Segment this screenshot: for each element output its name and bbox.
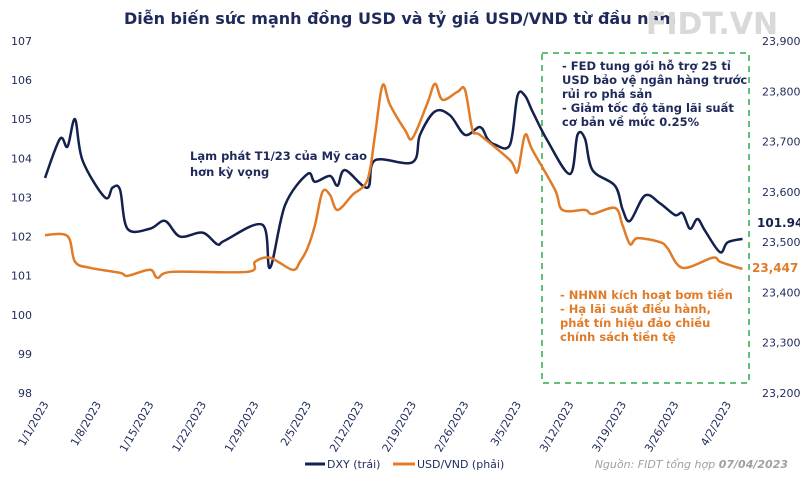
- right-tick-label: 23,300: [762, 337, 800, 350]
- right-tick-label: 23,600: [762, 186, 800, 199]
- fidt-logo: FIDT.VN: [646, 7, 778, 42]
- highlight-box: [541, 52, 750, 384]
- annotation-sbv: - NHNN kích hoạt bơm tiền: [560, 288, 733, 302]
- usdvnd-end-label: 23,447: [752, 261, 798, 275]
- annotation-fed: USD bảo vệ ngân hàng trước: [562, 73, 747, 87]
- x-tick-label: 3/26/2023: [642, 399, 681, 454]
- right-axis: 23,200 23,300 23,400 23,500 23,600 23,700 23,8…: [762, 35, 800, 400]
- x-tick-label: 3/19/2023: [590, 399, 629, 454]
- right-tick-label: 23,700: [762, 136, 800, 149]
- right-tick-label: 23,800: [762, 85, 800, 98]
- annotation-fed: - FED tung gói hỗ trợ 25 tỉ: [562, 59, 731, 73]
- usdvnd-line: [44, 82, 743, 280]
- annotation-inflation: hơn kỳ vọng: [190, 165, 269, 179]
- x-tick-label: 1/22/2023: [170, 399, 209, 454]
- left-axis: 98 99 100 101 102 103 104 105 106 107: [11, 35, 32, 400]
- right-tick-label: 23,200: [762, 387, 800, 400]
- left-tick-label: 100: [11, 309, 32, 322]
- x-tick-label: 2/12/2023: [327, 399, 366, 454]
- x-tick-label: 3/12/2023: [537, 399, 576, 454]
- x-tick-label: 1/1/2023: [16, 399, 52, 448]
- left-tick-label: 103: [11, 191, 32, 204]
- left-tick-label: 106: [11, 74, 32, 87]
- annotation-sbv: - Hạ lãi suất điều hành,: [560, 302, 711, 316]
- x-tick-label: 2/5/2023: [278, 399, 314, 448]
- left-tick-label: 107: [11, 35, 32, 48]
- x-tick-label: 3/5/2023: [488, 399, 524, 448]
- dxy-line: [43, 90, 743, 270]
- left-tick-label: 105: [11, 113, 32, 126]
- left-tick-label: 99: [18, 348, 32, 361]
- right-tick-label: 23,500: [762, 236, 800, 249]
- left-tick-label: 101: [11, 270, 32, 283]
- right-tick-label: 23,900: [762, 35, 800, 48]
- x-axis: 1/1/2023 1/8/2023 1/15/2023 1/22/2023 1/29/2…: [16, 399, 734, 454]
- annotation-sbv: phát tín hiệu đảo chiều: [560, 316, 710, 330]
- x-tick-label: 4/2/2023: [698, 399, 734, 448]
- annotation-fed: rủi ro phá sản: [562, 87, 652, 101]
- source-note: Nguồn: FIDT tổng hợp 07/04/2023: [595, 458, 789, 471]
- annotation-fed: - Giảm tốc độ tăng lãi suất: [562, 101, 734, 115]
- dxy-end-label: 101.94: [757, 216, 800, 230]
- legend-dxy: DXY (trái): [327, 458, 380, 471]
- annotation-inflation: Lạm phát T1/23 của Mỹ cao: [190, 149, 367, 163]
- x-tick-label: 2/26/2023: [432, 399, 471, 454]
- legend: DXY (trái) USD/VND (phải): [305, 458, 504, 471]
- left-tick-label: 102: [11, 231, 32, 244]
- x-tick-label: 1/29/2023: [222, 399, 261, 454]
- legend-usdvnd: USD/VND (phải): [417, 458, 504, 471]
- left-tick-label: 98: [18, 387, 32, 400]
- source-date: 07/04/2023: [719, 458, 789, 471]
- x-tick-label: 1/8/2023: [68, 399, 104, 448]
- annotations: Lạm phát T1/23 của Mỹ cao hơn kỳ vọng - FE…: [190, 59, 747, 344]
- left-tick-label: 104: [11, 152, 32, 165]
- chart-title: Diễn biến sức mạnh đồng USD và tỷ giá US…: [124, 9, 676, 28]
- x-tick-label: 2/19/2023: [380, 399, 419, 454]
- right-tick-label: 23,400: [762, 286, 800, 299]
- annotation-sbv: chính sách tiền tệ: [560, 330, 676, 344]
- annotation-fed: cơ bản về mức 0.25%: [562, 115, 700, 129]
- x-tick-label: 1/15/2023: [117, 399, 156, 454]
- series-lines: 101.94 23,447: [43, 82, 800, 280]
- source-prefix: Nguồn: FIDT tổng hợp: [595, 458, 719, 471]
